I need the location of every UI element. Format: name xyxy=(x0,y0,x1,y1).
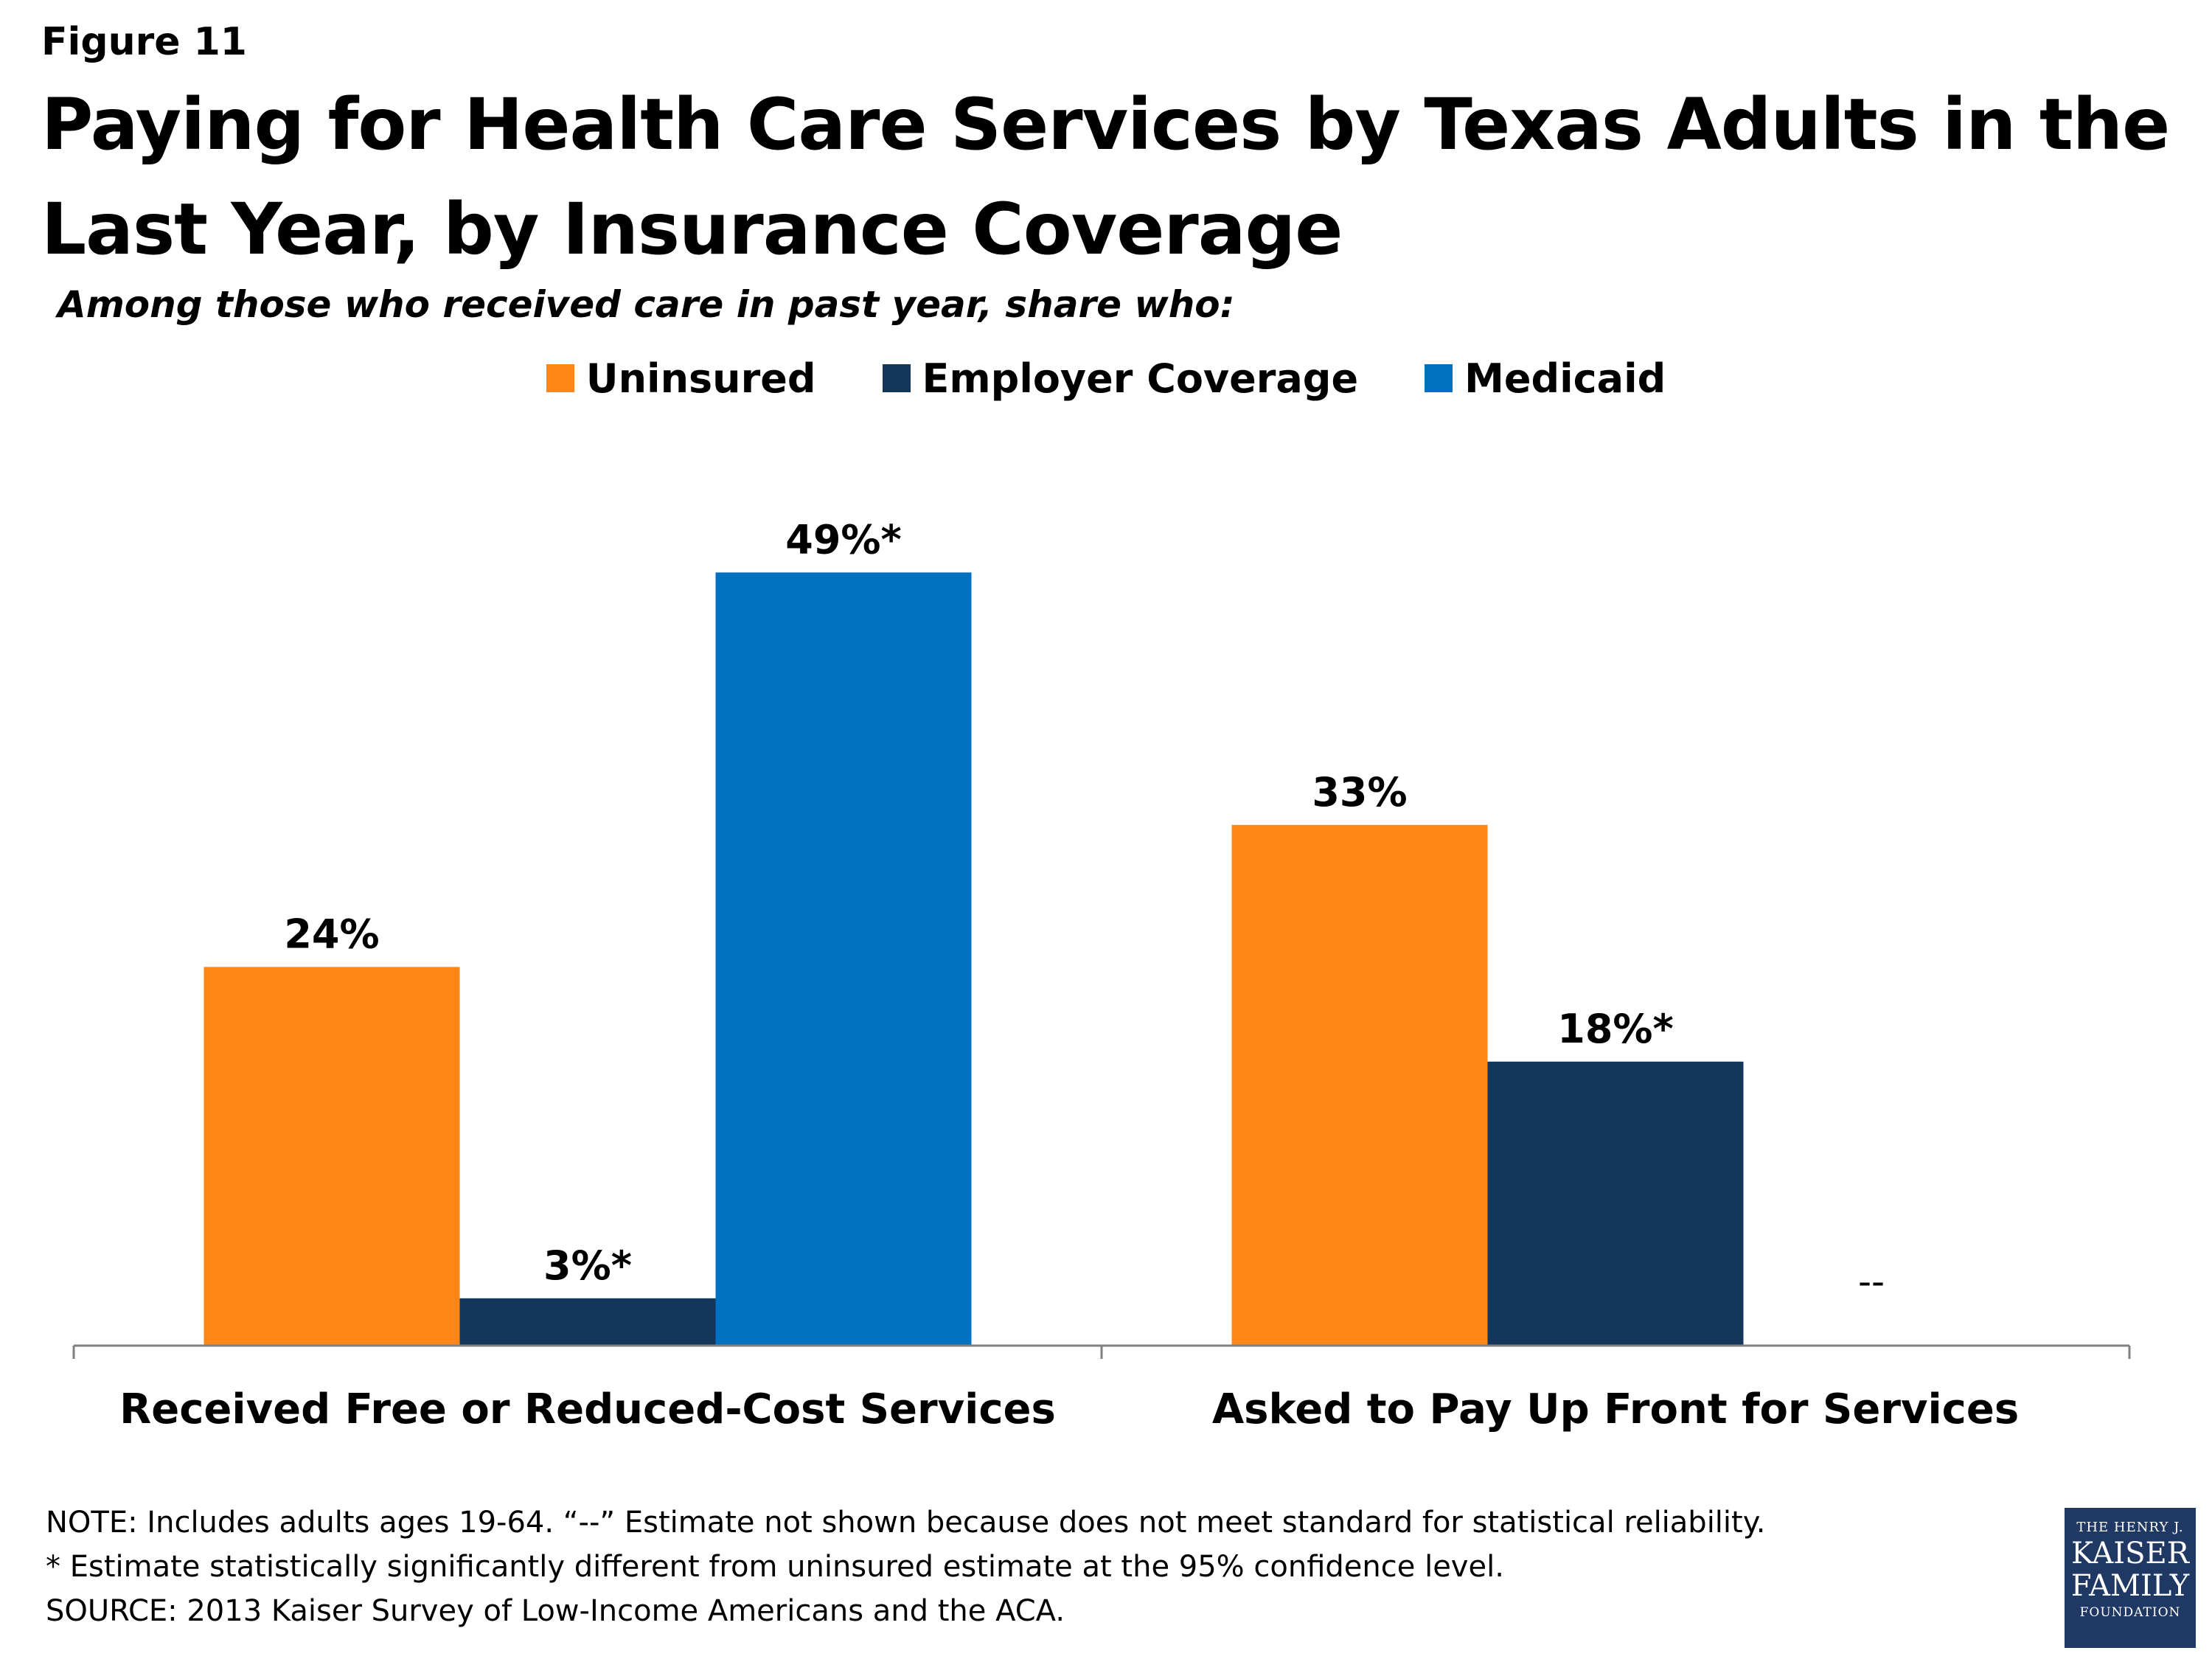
legend-label-employer: Employer Coverage xyxy=(922,355,1359,402)
note-text: NOTE: Includes adults ages 19-64. “--” E… xyxy=(46,1506,1766,1540)
logo-line-3: FAMILY xyxy=(2070,1569,2190,1603)
kff-logo: THE HENRY J. KAISER FAMILY FOUNDATION xyxy=(2065,1508,2196,1648)
bar-chart: 24% 3%* 49%* Received Free or Reduced-Cost … xyxy=(72,516,2131,1433)
chart-title: Paying for Health Care Services by Texas… xyxy=(41,83,2170,271)
data-label-employer-coverage-2: 18%* xyxy=(1557,1006,1674,1052)
logo-line-4: FOUNDATION xyxy=(2079,1605,2181,1620)
legend-item-medicaid: Medicaid xyxy=(1425,355,1666,402)
bar-employer-coverage-1 xyxy=(459,1298,716,1346)
bar-uninsured-1 xyxy=(204,967,460,1346)
bar-medicaid-1 xyxy=(715,572,972,1346)
data-label-uninsured-1: 24% xyxy=(284,911,379,957)
data-label-medicaid-2: -- xyxy=(1858,1260,1885,1303)
x-tick-label-1: Received Free or Reduced-Cost Services xyxy=(119,1385,1056,1433)
logo-line-2: KAISER xyxy=(2071,1537,2189,1571)
legend: Uninsured Employer Coverage Medicaid xyxy=(0,352,2212,404)
bar-uninsured-2 xyxy=(1231,824,1488,1346)
legend-swatch-uninsured xyxy=(546,364,574,392)
data-label-uninsured-2: 33% xyxy=(1312,769,1407,815)
data-label-medicaid-1: 49%* xyxy=(785,516,902,563)
legend-item-employer: Employer Coverage xyxy=(882,355,1359,402)
footnotes: NOTE: Includes adults ages 19-64. “--” E… xyxy=(46,1500,1765,1633)
x-tick-label-2: Asked to Pay Up Front for Services xyxy=(1212,1385,2019,1433)
bar-employer-coverage-2 xyxy=(1487,1061,1744,1346)
legend-swatch-employer xyxy=(882,364,911,392)
legend-swatch-medicaid xyxy=(1425,364,1453,392)
legend-item-uninsured: Uninsured xyxy=(546,355,816,402)
significance-note: * Estimate statistically significantly d… xyxy=(46,1550,1504,1584)
legend-label-medicaid: Medicaid xyxy=(1464,355,1666,402)
data-label-employer-coverage-1: 3%* xyxy=(543,1242,632,1289)
figure-label: Figure 11 xyxy=(41,20,247,64)
chart-subtitle: Among those who received care in past ye… xyxy=(58,283,1235,326)
source-text: SOURCE: 2013 Kaiser Survey of Low-Income… xyxy=(46,1594,1065,1628)
logo-line-1: THE HENRY J. xyxy=(2076,1520,2184,1535)
legend-label-uninsured: Uninsured xyxy=(585,355,816,402)
